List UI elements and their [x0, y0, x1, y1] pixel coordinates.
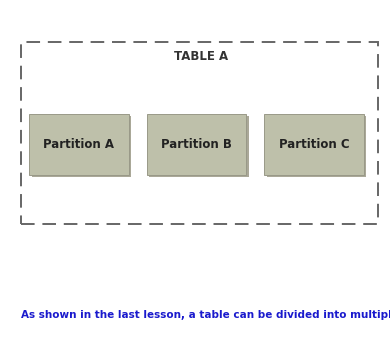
Text: TABLE A: TABLE A [174, 49, 228, 63]
Bar [21, 42, 378, 224]
Bar [264, 114, 364, 175]
Bar [147, 114, 246, 175]
Text: As shown in the last lesson, a table can be divided into multiple partitions.: As shown in the last lesson, a table can… [21, 310, 390, 320]
Text: Partition C: Partition C [279, 138, 349, 151]
Bar [267, 116, 366, 177]
Text: Partition A: Partition A [43, 138, 115, 151]
Bar [32, 116, 131, 177]
Bar [29, 114, 129, 175]
Text: Partition B: Partition B [161, 138, 232, 151]
Bar [149, 116, 249, 177]
